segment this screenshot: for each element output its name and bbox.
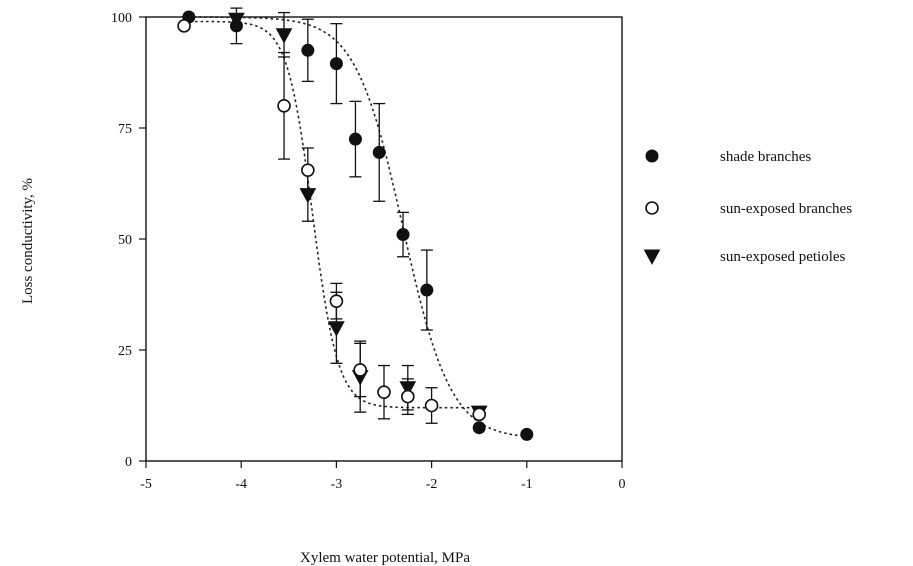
data-point <box>177 19 191 33</box>
data-point <box>329 57 343 71</box>
data-point <box>420 283 434 297</box>
data-point <box>399 381 417 397</box>
x-tick-label: 0 <box>619 477 626 492</box>
y-tick-label: 75 <box>118 122 132 137</box>
y-axis-title: Loss conductivity, % <box>20 178 36 304</box>
legend-label: sun-exposed petioles <box>720 249 846 265</box>
data-point <box>328 321 345 337</box>
tick-labels: -5 -4 -3 -2 -1 0 0 25 50 75 100 <box>111 11 626 492</box>
data-point <box>348 132 362 146</box>
data-point <box>396 228 410 242</box>
data-point <box>275 28 293 44</box>
data-point <box>301 43 315 57</box>
x-tick-label: -2 <box>426 477 438 492</box>
legend-marker <box>645 201 659 215</box>
legend-label: sun-exposed branches <box>720 201 852 217</box>
x-tick-label: -3 <box>331 477 343 492</box>
x-axis-title: Xylem water potential, MPa <box>300 550 470 566</box>
data-point <box>353 363 368 377</box>
axis-ticks <box>139 16 623 468</box>
data-point <box>472 421 486 435</box>
y-tick-label: 100 <box>111 11 132 26</box>
legend-marker <box>645 149 659 163</box>
x-tick-label: -1 <box>521 477 533 492</box>
x-tick-label: -4 <box>235 477 247 492</box>
data-point <box>372 145 386 159</box>
y-tick-label: 25 <box>118 344 132 359</box>
y-tick-label: 50 <box>118 233 132 248</box>
data-point <box>400 389 415 404</box>
data-point <box>301 163 315 177</box>
data-point <box>472 407 487 422</box>
x-tick-label: -5 <box>140 477 152 492</box>
y-tick-label: 0 <box>125 455 132 470</box>
data-point <box>277 99 291 113</box>
fit-curve <box>193 16 527 438</box>
data-point <box>329 294 344 308</box>
data-points <box>177 10 534 441</box>
data-point <box>520 427 534 441</box>
legend-label: shade branches <box>720 149 811 165</box>
legend-marker <box>643 249 661 265</box>
error-bars <box>230 7 438 424</box>
data-point <box>229 19 243 33</box>
data-point <box>377 385 391 399</box>
data-point <box>424 398 439 413</box>
data-point <box>299 188 317 204</box>
legend: shade branches sun-exposed branches sun-ex… <box>643 149 852 265</box>
